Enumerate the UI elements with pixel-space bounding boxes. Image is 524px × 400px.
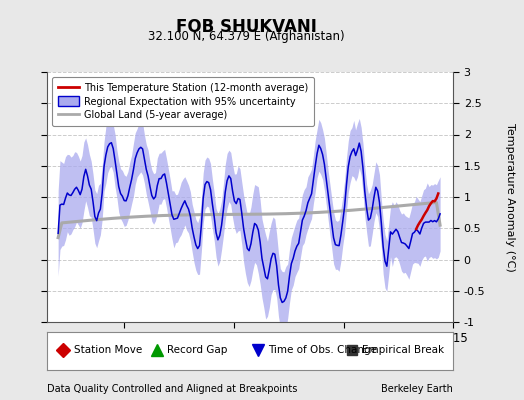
Text: Berkeley Earth: Berkeley Earth <box>381 384 453 394</box>
Text: Data Quality Controlled and Aligned at Breakpoints: Data Quality Controlled and Aligned at B… <box>47 384 298 394</box>
Text: Empirical Break: Empirical Break <box>362 345 444 355</box>
Y-axis label: Temperature Anomaly (°C): Temperature Anomaly (°C) <box>505 123 515 271</box>
Legend: This Temperature Station (12-month average), Regional Expectation with 95% uncer: This Temperature Station (12-month avera… <box>52 77 314 126</box>
Text: Record Gap: Record Gap <box>167 345 227 355</box>
Text: Time of Obs. Change: Time of Obs. Change <box>268 345 377 355</box>
Text: 32.100 N, 64.379 E (Afghanistan): 32.100 N, 64.379 E (Afghanistan) <box>148 30 345 43</box>
Text: FOB SHUKVANI: FOB SHUKVANI <box>176 18 316 36</box>
Text: Station Move: Station Move <box>73 345 142 355</box>
